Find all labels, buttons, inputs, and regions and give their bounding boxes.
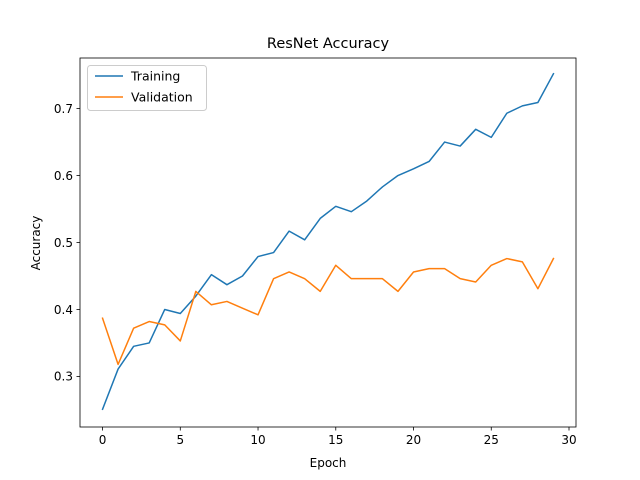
y-tick-label: 0.5 [54,236,73,250]
chart-title: ResNet Accuracy [267,36,390,52]
x-tick-label: 30 [561,433,576,447]
x-axis-label: Epoch [310,456,347,470]
legend: Training Validation [87,65,207,111]
x-tick-label: 25 [484,433,499,447]
y-tick-label: 0.6 [54,169,73,183]
x-tick-label: 20 [406,433,421,447]
y-tick-label: 0.7 [54,102,73,116]
x-tick-label: 5 [176,433,184,447]
x-tick-label: 15 [328,433,343,447]
series-line-training [101,72,555,411]
series-line-validation [101,257,555,366]
x-tick-label: 10 [250,433,265,447]
x-axis: 0 5 10 15 20 25 30 [99,427,577,447]
series-lines [101,72,555,411]
y-tick-label: 0.3 [54,370,73,384]
y-tick-label: 0.4 [54,303,73,317]
legend-label-validation: Validation [131,90,193,105]
legend-label-training: Training [130,69,180,84]
y-axis: 0.3 0.4 0.5 0.6 0.7 [54,102,80,384]
x-tick-label: 0 [99,433,107,447]
y-axis-label: Accuracy [29,216,43,271]
